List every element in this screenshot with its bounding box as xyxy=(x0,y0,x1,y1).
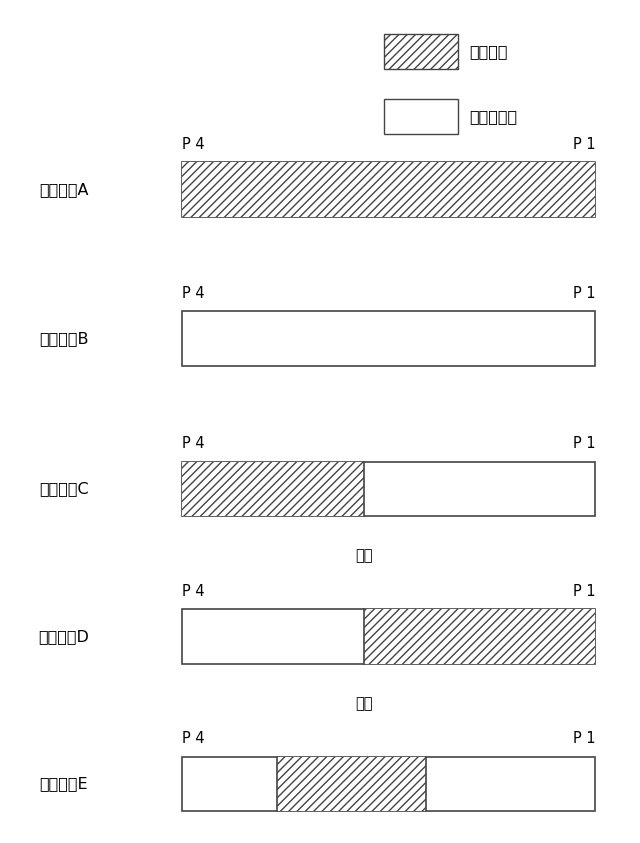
Text: P 1: P 1 xyxy=(573,437,595,452)
Bar xyxy=(182,162,595,217)
Text: P 4: P 4 xyxy=(182,732,205,747)
Text: P 1: P 1 xyxy=(573,287,595,301)
Text: パターンD: パターンD xyxy=(38,629,90,644)
Bar xyxy=(182,162,595,217)
Text: パターンE: パターンE xyxy=(40,776,88,792)
Bar xyxy=(182,757,595,811)
Text: P 4: P 4 xyxy=(182,287,205,301)
Bar xyxy=(384,34,458,69)
Text: 渋滞区間: 渋滞区間 xyxy=(469,44,508,59)
Text: パターンA: パターンA xyxy=(39,182,89,197)
Bar xyxy=(182,462,595,516)
Text: パターンB: パターンB xyxy=(39,331,89,346)
Text: 末尾: 末尾 xyxy=(355,549,372,563)
Text: P 4: P 4 xyxy=(182,584,205,599)
Bar xyxy=(182,462,364,516)
Text: P 4: P 4 xyxy=(182,437,205,452)
Text: P 1: P 1 xyxy=(573,584,595,599)
Text: P 4: P 4 xyxy=(182,137,205,152)
Bar xyxy=(384,99,458,134)
Bar xyxy=(364,609,595,664)
Text: P 1: P 1 xyxy=(573,732,595,747)
Text: 非渋滞区間: 非渋滞区間 xyxy=(469,109,517,124)
Bar xyxy=(182,311,595,366)
Text: 先頭: 先頭 xyxy=(355,696,372,711)
Bar xyxy=(182,609,595,664)
Text: P 1: P 1 xyxy=(573,137,595,152)
Bar xyxy=(277,757,426,811)
Text: パターンC: パターンC xyxy=(39,481,89,497)
